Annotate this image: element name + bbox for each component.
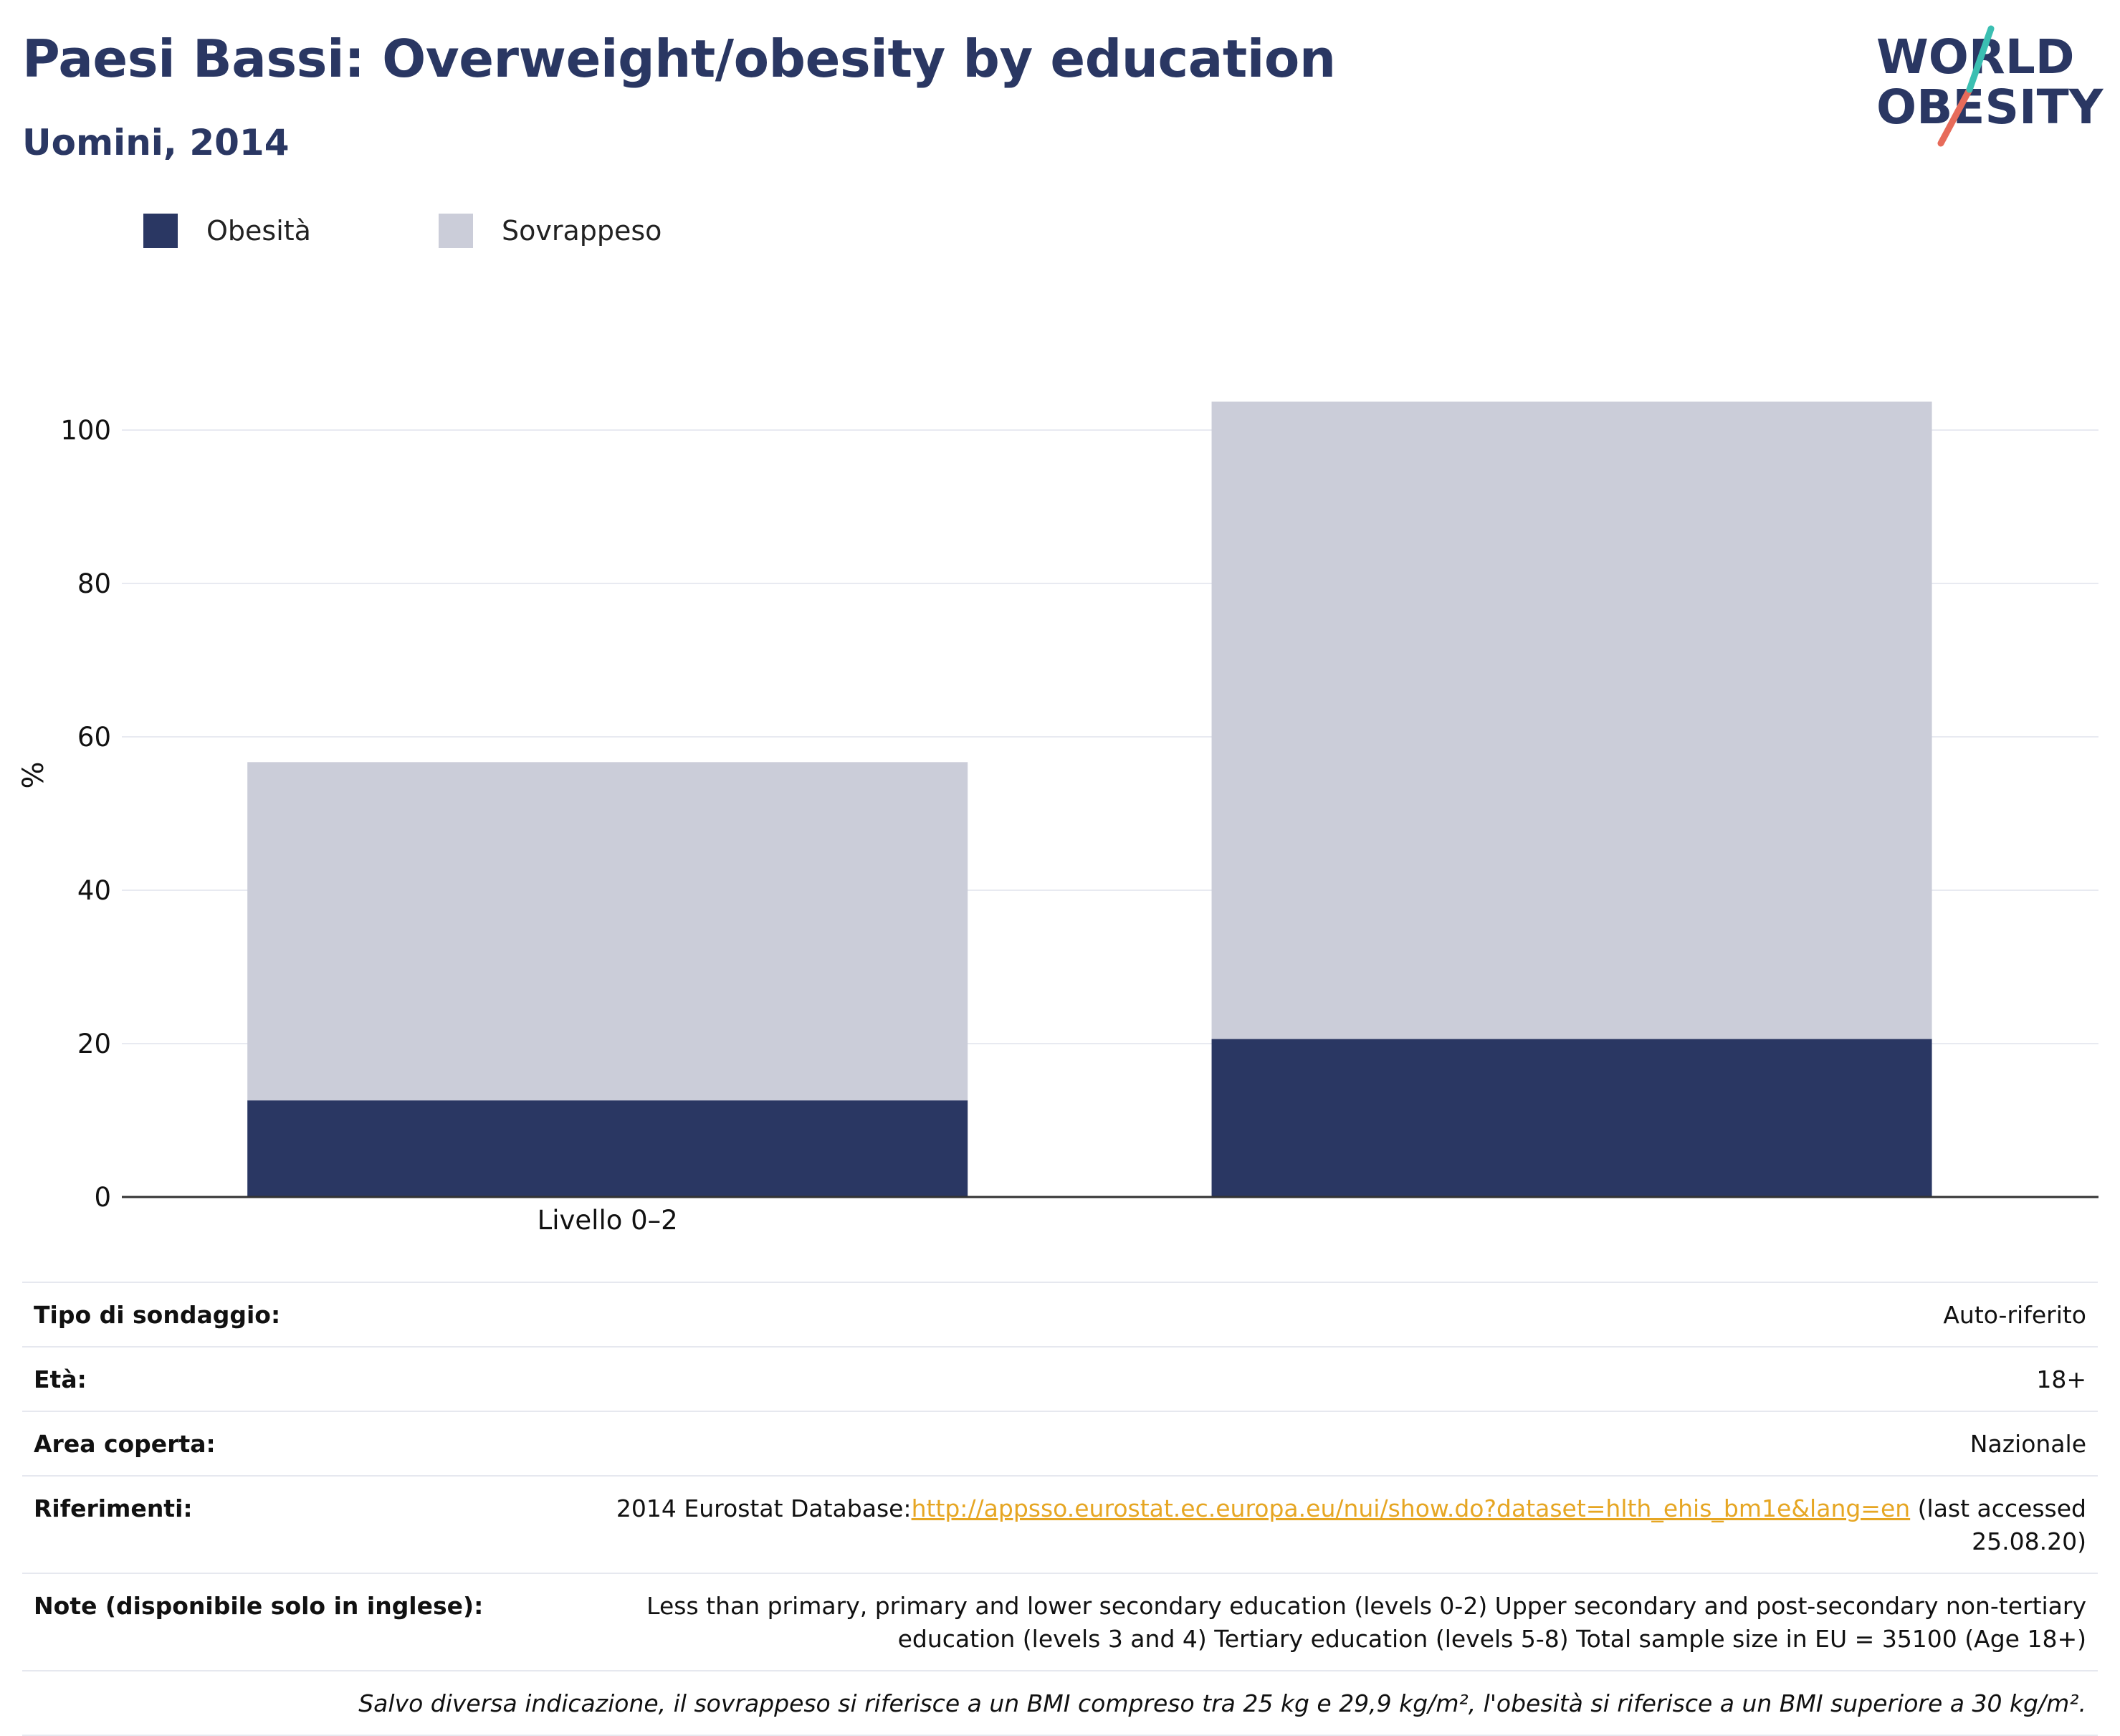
legend-label-obesity: Obesità <box>206 215 311 247</box>
y-axis-label: % <box>17 761 50 788</box>
y-tick-label: 100 <box>60 415 111 446</box>
x-axis-ticks: Livello 0–2 <box>538 1205 678 1236</box>
definition-footnote: Salvo diversa indicazione, il sovrappeso… <box>358 1689 2086 1717</box>
bar-obesity-0[interactable] <box>247 1100 968 1197</box>
y-tick-label: 0 <box>94 1182 111 1213</box>
info-row-survey: Tipo di sondaggio: Auto-riferito <box>22 1282 2098 1346</box>
bar-chart: 0 20 40 60 80 100 Livello 0–2 % <box>17 401 2098 1236</box>
chart-title: Paesi Bassi: Overweight/obesity by educa… <box>22 29 1336 89</box>
bar-overweight-1[interactable] <box>1211 401 1932 1039</box>
age-value: 18+ <box>2036 1365 2086 1393</box>
x-tick-label: Livello 0–2 <box>538 1205 678 1236</box>
info-row-footnote: Salvo diversa indicazione, il sovrappeso… <box>22 1670 2098 1736</box>
bar-overweight-0[interactable] <box>247 762 968 1101</box>
area-value: Nazionale <box>1969 1430 2086 1458</box>
references-label: Riferimenti: <box>34 1494 193 1522</box>
area-label: Area coperta: <box>34 1430 216 1458</box>
legend-swatch-obesity <box>143 214 178 248</box>
notes-value: Less than primary, primary and lower sec… <box>646 1592 2086 1653</box>
legend-item-overweight[interactable]: Sovrappeso <box>439 214 662 248</box>
age-label: Età: <box>34 1365 87 1393</box>
svg-text:OBESITY: OBESITY <box>1876 80 2104 135</box>
info-row-age: Età: 18+ <box>22 1346 2098 1411</box>
references-value: 2014 Eurostat Database:http://appsso.eur… <box>535 1492 2086 1558</box>
y-tick-label: 60 <box>77 722 111 753</box>
survey-type-label: Tipo di sondaggio: <box>34 1301 281 1329</box>
survey-type-value: Auto-riferito <box>1943 1301 2086 1329</box>
references-prefix: 2014 Eurostat Database: <box>616 1494 912 1522</box>
references-suffix: (last accessed 25.08.20) <box>1910 1494 2086 1555</box>
notes-label: Note (disponibile solo in inglese): <box>34 1592 484 1620</box>
info-row-notes: Note (disponibile solo in inglese): Less… <box>22 1573 2098 1670</box>
legend-label-overweight: Sovrappeso <box>502 215 662 247</box>
y-tick-label: 80 <box>77 568 111 599</box>
info-table: Tipo di sondaggio: Auto-riferito Età: 18… <box>22 1282 2098 1736</box>
eurostat-link[interactable]: http://appsso.eurostat.ec.europa.eu/nui/… <box>911 1494 1911 1522</box>
y-tick-label: 40 <box>77 875 111 906</box>
info-row-area: Area coperta: Nazionale <box>22 1411 2098 1475</box>
chart-subtitle: Uomini, 2014 <box>22 122 290 163</box>
y-axis-ticks: 0 20 40 60 80 100 <box>60 415 111 1213</box>
y-tick-label: 20 <box>77 1029 111 1059</box>
info-row-references: Riferimenti: 2014 Eurostat Database:http… <box>22 1475 2098 1573</box>
legend-item-obesity[interactable]: Obesità <box>143 214 311 248</box>
legend-swatch-overweight <box>439 214 473 248</box>
chart-bars <box>247 401 1932 1197</box>
bar-obesity-1[interactable] <box>1211 1039 1932 1197</box>
world-obesity-logo: WORLD OBESITY <box>1876 25 2104 147</box>
